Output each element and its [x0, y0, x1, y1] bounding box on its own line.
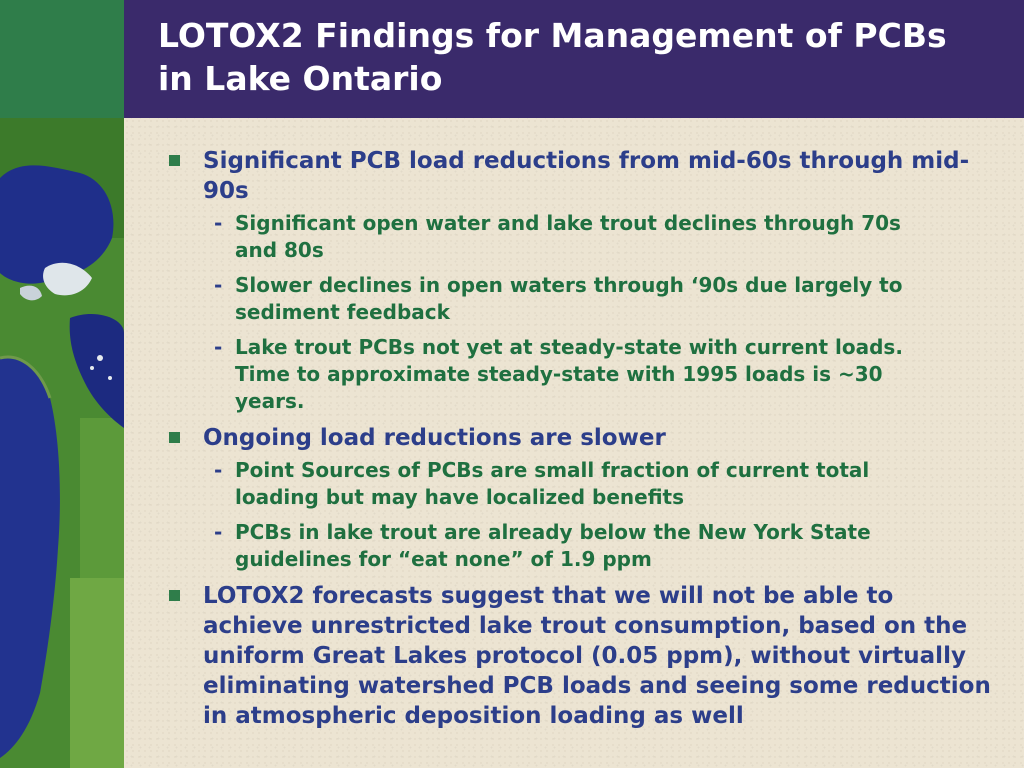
sub-bullet-text: PCBs in lake trout are already below the…: [235, 520, 871, 571]
bullet-list: Significant PCB load reductions from mid…: [166, 146, 996, 731]
corner-block: [0, 0, 124, 118]
bullet-text: Significant PCB load reductions from mid…: [203, 148, 970, 204]
dash-bullet-icon: -: [214, 335, 223, 359]
bullet-text: Ongoing load reductions are slower: [203, 425, 666, 451]
title-band: [124, 0, 1024, 118]
square-bullet-icon: [169, 155, 180, 166]
dash-bullet-icon: -: [214, 273, 223, 297]
satellite-image: [0, 118, 124, 768]
content-area: [124, 118, 1024, 768]
sub-bullet-item: - Lake trout PCBs not yet at steady-state…: [203, 334, 945, 415]
dash-bullet-icon: -: [214, 520, 223, 544]
square-bullet-icon: [169, 590, 180, 601]
sub-bullet-text: Significant open water and lake trout de…: [235, 211, 901, 262]
sub-bullet-item: - Significant open water and lake trout d…: [203, 210, 945, 264]
title-line-2: in Lake Ontario: [158, 59, 443, 98]
slide-title: LOTOX2 Findings for Management of PCBs i…: [158, 14, 1008, 100]
sub-bullet-item: - Slower declines in open waters through …: [203, 272, 945, 326]
great-lakes-satellite-graphic: [0, 118, 124, 768]
sub-bullet-text: Point Sources of PCBs are small fraction…: [235, 458, 870, 509]
dash-bullet-icon: -: [214, 211, 223, 235]
sub-bullet-item: - PCBs in lake trout are already below th…: [203, 519, 945, 573]
sub-bullet-list: - Point Sources of PCBs are small fractio…: [203, 457, 996, 573]
sub-bullet-text: Lake trout PCBs not yet at steady-state …: [235, 335, 903, 413]
bullet-item: Significant PCB load reductions from mid…: [166, 146, 996, 415]
bullet-text: LOTOX2 forecasts suggest that we will no…: [203, 583, 991, 729]
sub-bullet-item: - Point Sources of PCBs are small fractio…: [203, 457, 945, 511]
square-bullet-icon: [169, 432, 180, 443]
title-line-1: LOTOX2 Findings for Management of PCBs: [158, 16, 947, 55]
bullet-item: LOTOX2 forecasts suggest that we will no…: [166, 581, 996, 731]
sub-bullet-list: - Significant open water and lake trout d…: [203, 210, 996, 415]
bullet-item: Ongoing load reductions are slower - Poin…: [166, 423, 996, 573]
sub-bullet-text: Slower declines in open waters through ‘…: [235, 273, 903, 324]
dash-bullet-icon: -: [214, 458, 223, 482]
